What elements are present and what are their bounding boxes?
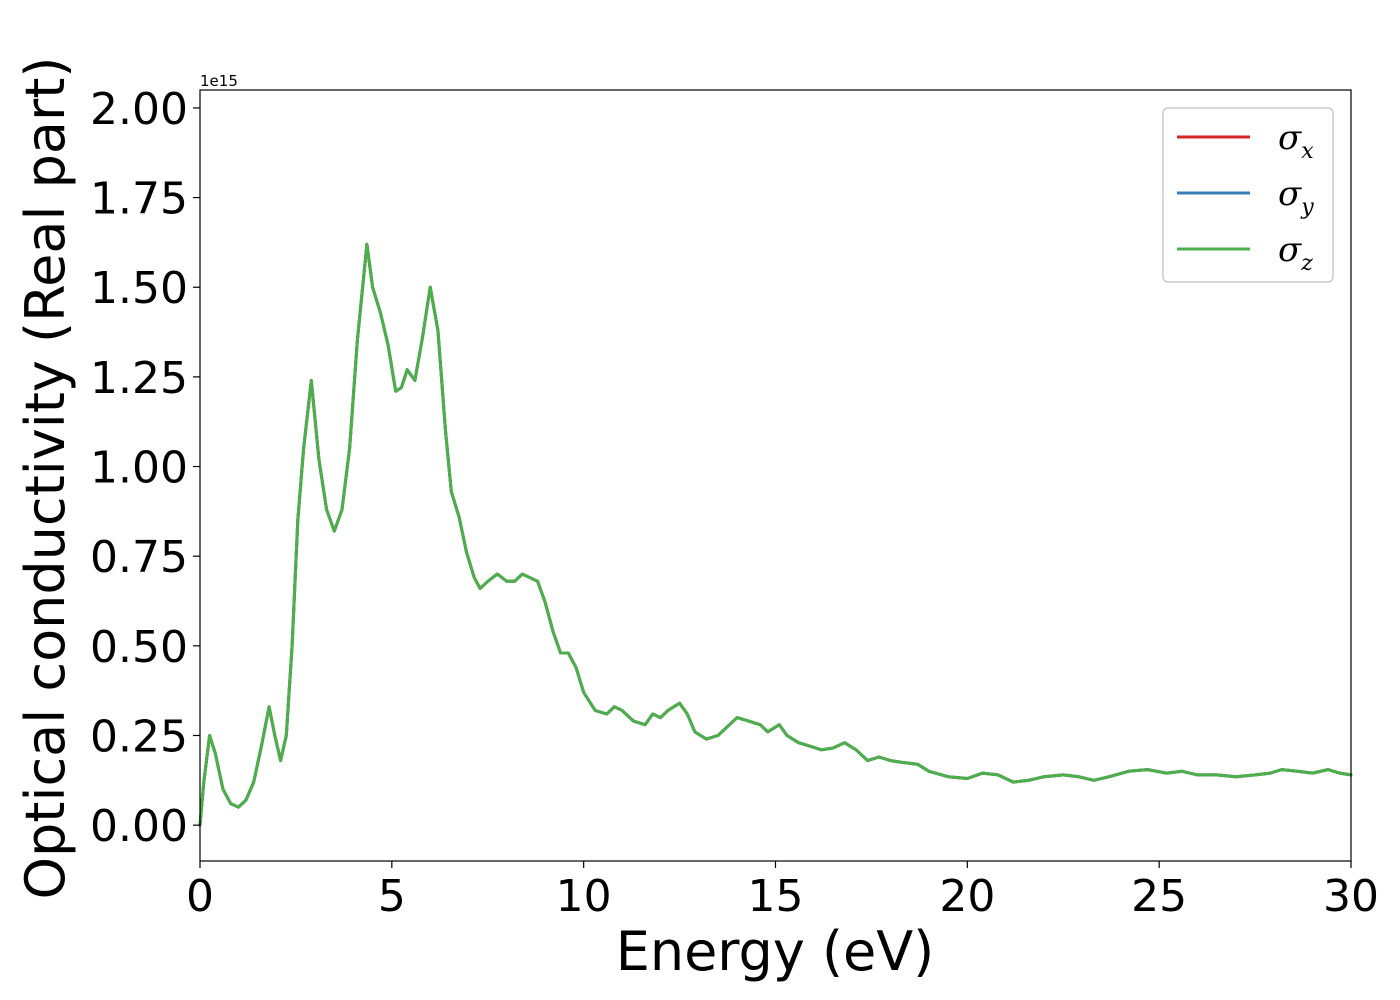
- legend-label-z: σz: [1278, 230, 1313, 276]
- x-tick-label: 30: [1323, 871, 1379, 922]
- x-tick-label: 20: [939, 871, 995, 922]
- y-tick-label: 0.75: [90, 532, 188, 583]
- y-tick-label: 0.50: [90, 622, 188, 673]
- y-tick-label: 1.50: [90, 263, 188, 314]
- series-layer: [198, 242, 1353, 827]
- x-tick-label: 5: [378, 871, 406, 922]
- series-line-y: [198, 242, 1353, 827]
- series-line-z: [198, 242, 1353, 827]
- x-tick-label: 25: [1131, 871, 1187, 922]
- series-line-x: [198, 242, 1353, 827]
- y-tick-label: 1.00: [90, 443, 188, 494]
- y-tick-label: 1.75: [90, 174, 188, 225]
- x-tick-label: 15: [748, 871, 804, 922]
- x-axis: 0 5 10 15 20 25 30: [186, 861, 1379, 922]
- y-axis-label: Optical conductivity (Real part): [14, 57, 77, 900]
- y-offset-text: 1e15: [200, 72, 238, 90]
- legend-label-y: σy: [1278, 174, 1314, 220]
- legend-label-x: σx: [1278, 118, 1314, 164]
- x-tick-label: 10: [556, 871, 612, 922]
- y-tick-label: 0.25: [90, 711, 188, 762]
- y-axis: 0.00 0.25 0.50 0.75 1.00 1.25 1.50 1.75 2.00: [90, 84, 200, 852]
- y-tick-label: 0.00: [90, 801, 188, 852]
- x-tick-label: 0: [186, 871, 214, 922]
- x-axis-label: Energy (eV): [616, 920, 935, 983]
- y-tick-label: 1.25: [90, 353, 188, 404]
- legend-box: [1162, 107, 1334, 283]
- y-tick-label: 2.00: [90, 84, 188, 135]
- legend: σx σy σz: [1162, 107, 1334, 283]
